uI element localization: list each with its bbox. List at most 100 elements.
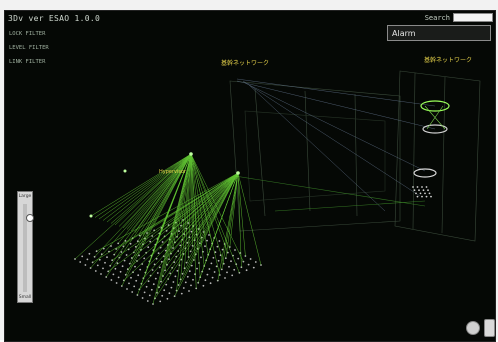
grid-node <box>210 262 213 265</box>
hypervisor-link <box>130 153 192 232</box>
grid-node <box>104 261 106 264</box>
grid-node <box>172 281 175 283</box>
hypervisor-link <box>229 172 239 248</box>
hypervisor-link <box>134 153 192 233</box>
grid-node-small <box>421 186 423 188</box>
hypervisor-link <box>122 153 192 229</box>
grid-node <box>131 291 134 293</box>
grid-node <box>138 254 140 257</box>
hub-node-4 <box>89 214 93 218</box>
hypervisor-link <box>129 153 192 264</box>
grid-node <box>211 276 214 279</box>
network-scene[interactable] <box>5 11 495 341</box>
hypervisor-link <box>178 172 239 286</box>
hypervisor-link <box>190 153 244 262</box>
alarm-dropdown[interactable]: Alarm <box>387 25 491 41</box>
slider-track[interactable] <box>23 204 34 292</box>
hypervisor-link <box>190 153 209 255</box>
hypervisor-link <box>98 153 192 220</box>
hypervisor-link <box>131 172 239 259</box>
grid-node <box>143 291 146 294</box>
filter-item-link[interactable]: LINK FILTER <box>9 59 46 65</box>
filter-menu: LOCK FILTER LEVEL FILTER LINK FILTER <box>9 27 49 69</box>
hypervisor-link <box>90 153 192 269</box>
grid-node-small <box>418 189 420 192</box>
hypervisor-link <box>147 172 239 268</box>
hypervisor-link <box>110 153 192 224</box>
hypervisor-link <box>96 172 239 252</box>
hypervisor-link <box>138 153 192 235</box>
grid-node <box>209 282 212 285</box>
grid-node <box>161 241 164 243</box>
grid-node <box>84 264 87 266</box>
hypervisor-link <box>121 153 192 287</box>
zoom-slider[interactable]: Large Small <box>17 191 34 303</box>
hypervisor-link <box>221 172 239 270</box>
grid-node <box>139 268 142 271</box>
grid-node <box>173 261 176 264</box>
grid-node <box>188 290 190 292</box>
grid-node <box>234 249 236 251</box>
hypervisor-link <box>118 153 192 227</box>
grid-node <box>190 284 192 287</box>
hypervisor-link <box>114 153 192 226</box>
grid-node <box>182 287 185 289</box>
grid-node <box>158 266 161 269</box>
grid-node-small <box>413 189 416 192</box>
grid-node <box>190 264 193 267</box>
hypervisor-link <box>237 172 246 257</box>
grid-node <box>168 292 171 295</box>
wireframe-box-faint <box>244 110 386 202</box>
grid-node <box>254 261 257 263</box>
grid-node <box>190 230 193 233</box>
grid-node <box>208 234 210 236</box>
hypervisor-link <box>139 172 239 290</box>
grid-node <box>147 280 150 283</box>
hypervisor-link <box>190 153 221 276</box>
ring-nodes <box>413 100 450 178</box>
grid-node <box>169 272 172 275</box>
grid-node <box>161 294 164 297</box>
hypervisor-link <box>137 153 192 242</box>
grid-node <box>98 258 101 261</box>
wireframe-boxes <box>229 70 481 242</box>
panel-icon[interactable] <box>484 319 495 337</box>
grid-node-small <box>419 192 422 195</box>
hypervisor-link <box>180 153 192 280</box>
hypervisor-link <box>176 153 192 291</box>
filter-item-lock[interactable]: LOCK FILTER <box>9 31 46 37</box>
hypervisor-link <box>123 172 239 281</box>
search-input[interactable] <box>453 13 493 22</box>
grid-node <box>165 283 168 286</box>
grid-node <box>148 294 151 297</box>
rotate-icon[interactable] <box>466 321 480 335</box>
hypervisor-link <box>176 153 192 237</box>
grid-node <box>143 257 146 260</box>
grid-node <box>102 247 105 250</box>
grid-node <box>79 261 82 263</box>
hub-node-1 <box>189 152 193 156</box>
hypervisor-link <box>190 153 205 267</box>
grid-node <box>176 235 178 238</box>
grid-node <box>212 256 215 259</box>
filter-item-level[interactable]: LEVEL FILTER <box>9 45 49 51</box>
grid-node <box>133 285 136 288</box>
grid-node <box>152 283 155 286</box>
grid-node-small <box>427 189 429 192</box>
grid-node <box>163 289 166 292</box>
hypervisor-link <box>152 153 192 305</box>
hypervisor-link <box>102 153 192 221</box>
hypervisor-link <box>166 172 239 265</box>
grid-node <box>180 292 183 295</box>
slider-thumb[interactable] <box>26 213 34 222</box>
grid-node <box>150 288 153 291</box>
hub-nodes <box>89 152 240 218</box>
grid-node <box>114 267 117 270</box>
hypervisor-link <box>190 153 197 289</box>
hypervisor-link <box>168 153 192 260</box>
grid-node <box>170 286 173 289</box>
3d-viewport[interactable]: 3Dv ver ESAO 1.0.0 LOCK FILTER LEVEL FIL… <box>4 10 496 342</box>
grid-node-small <box>422 189 425 192</box>
hypervisor-link <box>125 153 192 275</box>
